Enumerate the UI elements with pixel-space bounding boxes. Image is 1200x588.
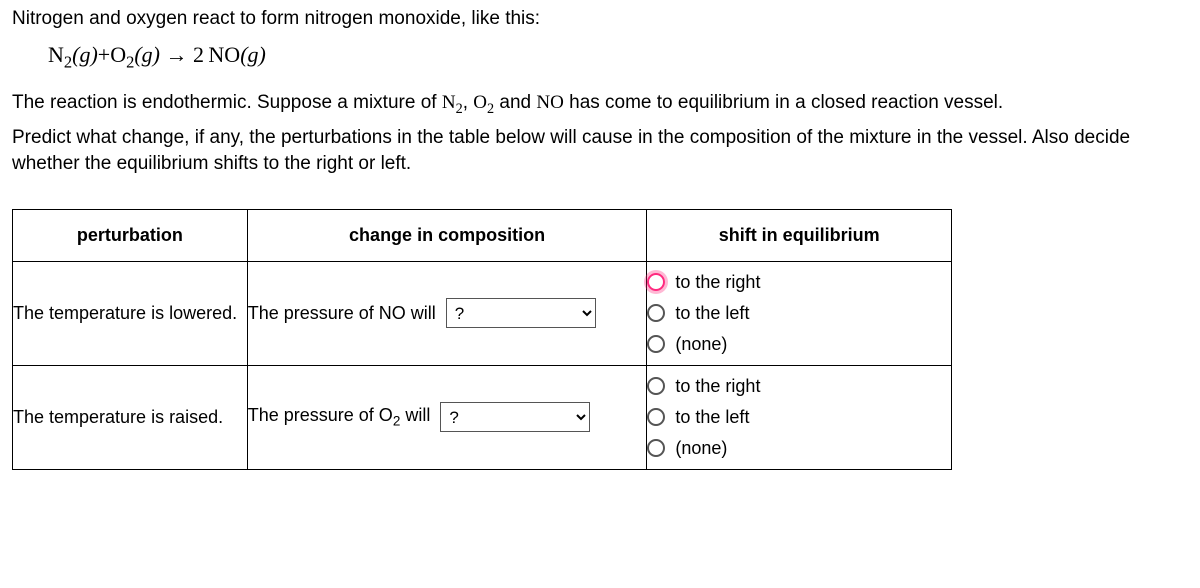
perturbation-cell: The temperature is lowered. xyxy=(13,261,248,365)
radio-label-none: (none) xyxy=(675,334,727,355)
eq-coef-no: 2 xyxy=(193,42,204,67)
equilibrium-table: perturbation change in composition shift… xyxy=(12,209,952,470)
context-paragraph-1: The reaction is endothermic. Suppose a m… xyxy=(12,90,1188,119)
radio-none[interactable] xyxy=(647,335,665,353)
shift-cell: to the right to the left (none) xyxy=(647,261,952,365)
eq-phase-no: (g) xyxy=(240,42,266,67)
header-shift: shift in equilibrium xyxy=(647,209,952,261)
eq-phase-n2: (g) xyxy=(72,42,98,67)
pressure-change-select[interactable]: ? xyxy=(446,298,596,328)
table-row: The temperature is raised. The pressure … xyxy=(13,365,952,469)
header-perturbation: perturbation xyxy=(13,209,248,261)
shift-cell: to the right to the left (none) xyxy=(647,365,952,469)
eq-phase-o2: (g) xyxy=(134,42,160,67)
radio-label-right: to the right xyxy=(675,272,760,293)
change-cell: The pressure of NO will ? xyxy=(247,261,647,365)
radio-to-left[interactable] xyxy=(647,408,665,426)
radio-to-right[interactable] xyxy=(647,377,665,395)
radio-label-right: to the right xyxy=(675,376,760,397)
pressure-change-select[interactable]: ? xyxy=(440,402,590,432)
radio-label-none: (none) xyxy=(675,438,727,459)
radio-to-left[interactable] xyxy=(647,304,665,322)
chemical-equation: N2(g)+O2(g) → 2 NO(g) xyxy=(48,42,1188,72)
eq-arrow: → xyxy=(166,42,188,67)
radio-to-right[interactable] xyxy=(647,273,665,291)
eq-plus: + xyxy=(98,42,110,67)
eq-n2: N2 xyxy=(48,42,72,67)
change-label: The pressure of NO will xyxy=(248,303,436,324)
radio-label-left: to the left xyxy=(675,303,749,324)
eq-no: NO xyxy=(208,42,240,67)
table-row: The temperature is lowered. The pressure… xyxy=(13,261,952,365)
radio-label-left: to the left xyxy=(675,407,749,428)
radio-none[interactable] xyxy=(647,439,665,457)
eq-o2: O2 xyxy=(110,42,134,67)
change-cell: The pressure of O2 will ? xyxy=(247,365,647,469)
header-change: change in composition xyxy=(247,209,647,261)
change-label: The pressure of O2 will xyxy=(248,405,431,429)
intro-text: Nitrogen and oxygen react to form nitrog… xyxy=(12,8,1188,30)
perturbation-cell: The temperature is raised. xyxy=(13,365,248,469)
context-paragraph-2: Predict what change, if any, the perturb… xyxy=(12,125,1188,176)
